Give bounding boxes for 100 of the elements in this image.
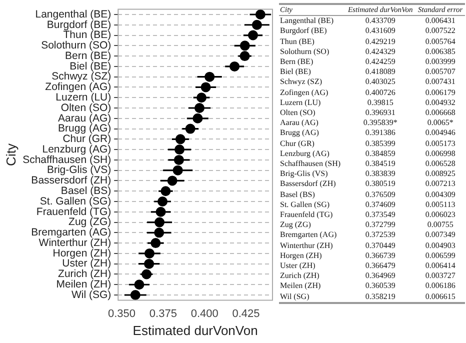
category-label: Schwyz (SZ) bbox=[280, 77, 322, 86]
text: 0.008925 bbox=[424, 169, 456, 180]
category-label: Winterthur (ZH) bbox=[280, 240, 333, 250]
category-label: Brig-Glis (VS) bbox=[280, 169, 328, 178]
y-tick-label: Solothurn (SO) bbox=[41, 40, 112, 52]
text: 0.004309 bbox=[424, 190, 456, 200]
data-label: 0.372539 bbox=[364, 230, 396, 241]
data-label: 0.385399 bbox=[364, 138, 396, 149]
y-axis-title: City bbox=[3, 143, 18, 166]
category-label: Horgen (ZH) bbox=[280, 250, 322, 260]
data-label: 0.418089 bbox=[364, 67, 396, 78]
text: 0.00755 bbox=[426, 220, 454, 230]
data-label: 0.384859 bbox=[364, 148, 396, 160]
text: 0.005764 bbox=[424, 36, 456, 47]
data-label: 0.395839* bbox=[362, 118, 398, 128]
category-label: Biel (BE) bbox=[280, 67, 311, 76]
data-label: 0.39815 bbox=[366, 98, 394, 108]
x-tick-label: 0.400 bbox=[190, 308, 218, 320]
y-tick-label: Langenthal (BE) bbox=[35, 8, 112, 20]
y-tick-label: Frauenfeld (TG) bbox=[36, 206, 112, 218]
data-label: 0.372799 bbox=[364, 220, 396, 230]
text: 0.005173 bbox=[424, 138, 456, 149]
y-tick-label: Burgdorf (BE) bbox=[46, 18, 112, 31]
category-label: Schaffhausen (SH) bbox=[280, 159, 341, 168]
category-label: Olten (SO) bbox=[280, 108, 316, 118]
y-tick-label: Bremgarten (AG) bbox=[31, 226, 112, 239]
category-label: St. Gallen (SG) bbox=[280, 200, 330, 209]
category-label: Frauenfeld (TG) bbox=[280, 210, 333, 220]
text: 0.005113 bbox=[424, 200, 456, 210]
text: 0.007431 bbox=[424, 77, 456, 88]
category-label: Luzern (LU) bbox=[280, 98, 321, 107]
data-label: 0.373549 bbox=[364, 210, 396, 220]
data-label: 0.400726 bbox=[364, 88, 396, 98]
text: 0.007522 bbox=[424, 26, 456, 37]
data-label: 0.360539 bbox=[364, 281, 396, 292]
category-label: Brugg (AG) bbox=[280, 128, 319, 138]
text: 0.006186 bbox=[424, 281, 456, 292]
x-axis-title: Estimated durVonVon bbox=[132, 322, 258, 338]
y-tick-label: Zurich (ZH) bbox=[58, 268, 112, 280]
y-tick-label: Aarau (AG) bbox=[58, 112, 112, 124]
y-tick-label: Biel (BE) bbox=[70, 60, 112, 72]
text: 0.006599 bbox=[424, 250, 456, 262]
y-tick-label: Luzern (LU) bbox=[56, 92, 112, 104]
text: 0.006998 bbox=[424, 148, 456, 160]
text: 0.007349 bbox=[424, 230, 456, 241]
text: 0.004946 bbox=[424, 128, 456, 139]
y-tick-label: Uster (ZH) bbox=[62, 258, 112, 270]
y-tick-label: Meilen (ZH) bbox=[56, 278, 112, 291]
text: 0.004932 bbox=[424, 98, 456, 108]
y-tick-label: Lenzburg (AG) bbox=[42, 143, 112, 156]
category-label: Solothurn (SO) bbox=[280, 46, 330, 56]
text: 0.006615 bbox=[424, 292, 456, 303]
category-label: Chur (GR) bbox=[280, 138, 314, 148]
text: 0.003727 bbox=[424, 271, 456, 282]
category-label: Basel (BS) bbox=[280, 190, 315, 199]
data-label: 0.429219 bbox=[364, 36, 396, 47]
category-label: Langenthal (BE) bbox=[280, 16, 334, 26]
y-tick-label: St. Gallen (SG) bbox=[40, 195, 112, 208]
category-label: Bassersdorf (ZH) bbox=[280, 179, 336, 188]
data-label: 0.431609 bbox=[364, 26, 396, 37]
y-tick-label: Olten (SO) bbox=[60, 102, 112, 114]
data-label: 0.364969 bbox=[364, 271, 396, 282]
category-label: Meilen (ZH) bbox=[280, 281, 321, 290]
y-tick-label: Basel (BS) bbox=[60, 185, 112, 198]
category-label: Uster (ZH) bbox=[280, 261, 316, 270]
category-label: Zug (ZG) bbox=[280, 220, 311, 230]
data-label: 0.424329 bbox=[364, 46, 396, 58]
text: 0.003999 bbox=[424, 57, 456, 68]
data-label: 0.370449 bbox=[364, 240, 396, 251]
data-label: 0.424259 bbox=[364, 57, 396, 68]
x-tick-label: 0.425 bbox=[232, 308, 260, 320]
category-label: Bern (BE) bbox=[280, 57, 314, 66]
text: 0.0065* bbox=[426, 118, 454, 128]
category-label: Aarau (AG) bbox=[280, 118, 318, 128]
text: 0.004903 bbox=[424, 240, 456, 251]
y-tick-label: Horgen (ZH) bbox=[52, 247, 112, 260]
data-label: 0.366739 bbox=[364, 250, 396, 262]
x-tick-label: 0.375 bbox=[149, 308, 177, 320]
category-label: Zurich (ZH) bbox=[280, 271, 320, 280]
category-label: Lenzburg (AG) bbox=[280, 148, 330, 158]
data-label: 0.396931 bbox=[364, 108, 396, 118]
text: 0.007213 bbox=[424, 179, 456, 190]
text: 0.006385 bbox=[424, 46, 456, 58]
text: 0.006668 bbox=[424, 108, 456, 118]
category-label: Zofingen (AG) bbox=[280, 88, 328, 97]
text: 0.006023 bbox=[424, 210, 456, 220]
text: 0.006528 bbox=[424, 159, 456, 170]
category-label: Thun (BE) bbox=[280, 36, 314, 46]
y-tick-label: Schwyz (SZ) bbox=[52, 70, 112, 83]
y-tick-label: Zofingen (AG) bbox=[45, 81, 112, 94]
data-label: 0.433709 bbox=[364, 16, 396, 26]
data-label: 0.374609 bbox=[364, 200, 396, 210]
text: 0.006431 bbox=[424, 16, 456, 26]
y-tick-label: Bern (BE) bbox=[65, 50, 112, 62]
y-tick-label: Brugg (AG) bbox=[58, 122, 112, 135]
data-label: 0.376509 bbox=[364, 190, 396, 200]
category-label: Burgdorf (BE) bbox=[280, 26, 327, 36]
y-tick-label: Brig-Glis (VS) bbox=[46, 164, 112, 176]
y-tick-label: Wil (SG) bbox=[71, 288, 112, 301]
y-tick-label: Thun (BE) bbox=[63, 29, 112, 42]
